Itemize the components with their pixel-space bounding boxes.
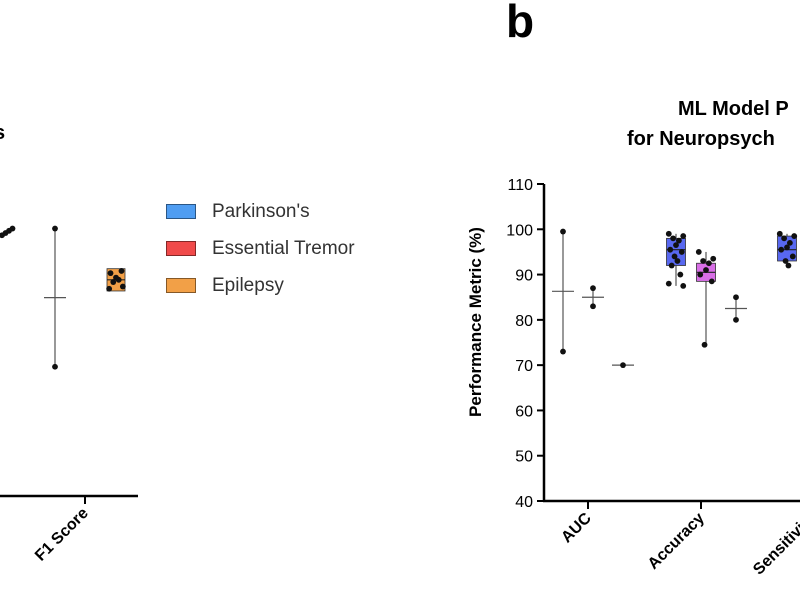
series-auc-2-point <box>590 303 596 310</box>
series-accuracy-3 <box>725 294 747 323</box>
series-sensitivity-1-point <box>776 230 783 237</box>
panel-a-series-2-point <box>110 279 117 285</box>
panel-a-plot: F1 Score <box>0 225 138 565</box>
panel-a-series-2 <box>106 268 126 292</box>
series-accuracy-1-point <box>668 262 675 269</box>
y-tick-label-70: 70 <box>515 358 533 375</box>
panel-b-letter: b <box>506 0 535 47</box>
panel-a-series-2-point <box>118 268 125 274</box>
panel-a-series-1 <box>44 225 66 370</box>
series-accuracy-1-point <box>680 282 687 289</box>
series-accuracy-2-point <box>710 255 717 262</box>
series-auc-1-point <box>560 228 566 235</box>
y-tick-label-100: 100 <box>506 222 533 239</box>
series-accuracy-1-point <box>673 242 679 249</box>
series-accuracy-3-point <box>733 316 739 323</box>
series-auc-2 <box>582 285 604 310</box>
legend-label-epilepsy: Epilepsy <box>212 274 284 296</box>
series-accuracy-1-point <box>671 253 678 260</box>
panel-b-plot: 40 50 60 70 80 90 100 110 AUC Accuracy Sensitivity <box>506 177 800 578</box>
series-accuracy-1-point <box>680 233 687 239</box>
legend-label-parkinsons: Parkinson's <box>212 200 310 222</box>
panel-a-series-1-point <box>52 363 58 370</box>
series-sensitivity-1-point <box>778 246 785 253</box>
series-accuracy-2-point <box>697 271 704 278</box>
series-accuracy-1-point <box>677 271 684 278</box>
x-tick-label-sensitivity: Sensitivity <box>750 510 800 579</box>
panel-a-partial-point <box>9 225 16 232</box>
series-accuracy-1-point <box>670 235 677 242</box>
y-tick-label-40: 40 <box>515 494 533 511</box>
legend-swatch-essential-tremor <box>166 241 196 256</box>
y-tick-label-60: 60 <box>515 403 533 420</box>
series-accuracy-3-point <box>733 294 739 301</box>
panel-b-title-line-2: for Neuropsych <box>627 128 775 150</box>
legend-item-epilepsy: Epilepsy <box>166 267 355 304</box>
x-tick-label-auc: AUC <box>558 509 595 546</box>
series-accuracy-2-point <box>703 267 709 273</box>
series-accuracy-1-point <box>665 230 672 237</box>
legend-swatch-epilepsy <box>166 278 196 293</box>
series-sensitivity-1-point <box>789 253 796 260</box>
panel-a-title-fragment: s <box>0 122 5 145</box>
series-sensitivity-1-point <box>785 262 792 269</box>
series-auc-1 <box>552 228 574 355</box>
y-tick-label-50: 50 <box>515 449 533 466</box>
y-tick-label-90: 90 <box>515 268 533 285</box>
series-sensitivity-1-point <box>786 239 793 246</box>
legend-swatch-parkinsons <box>166 204 196 219</box>
x-tick-label-accuracy: Accuracy <box>645 510 708 573</box>
series-accuracy-2-point <box>708 278 715 285</box>
series-auc-1-point <box>560 348 566 355</box>
legend: Parkinson's Essential Tremor Epilepsy <box>166 193 355 304</box>
series-accuracy-1-point <box>678 249 685 255</box>
series-accuracy-2-point <box>705 260 712 267</box>
series-auc-2-point <box>590 285 596 292</box>
panel-a-x-tick-label-f1-score: F1 Score <box>32 505 92 565</box>
series-sensitivity-1-point <box>782 258 789 264</box>
series-sensitivity-1-point <box>784 244 790 251</box>
panel-a-series-2-point <box>106 285 113 292</box>
y-tick-label-80: 80 <box>515 313 533 330</box>
series-sensitivity-1-point <box>781 235 788 242</box>
panel-b-y-axis-label: Performance Metric (%) <box>466 227 485 417</box>
series-accuracy-2-point <box>701 341 708 348</box>
panel-a-series-2-point <box>119 283 126 290</box>
series-accuracy-1-point <box>667 246 674 253</box>
panel-b-title-line-1: ML Model P <box>678 98 789 120</box>
panel-a-series-2-point <box>113 274 119 281</box>
series-accuracy-2 <box>695 249 717 348</box>
series-accuracy-1-point <box>665 280 672 287</box>
series-sensitivity-1 <box>776 230 798 269</box>
series-accuracy-1 <box>665 230 687 289</box>
series-accuracy-2-point <box>700 258 707 264</box>
series-accuracy-1-point <box>674 258 681 264</box>
panel-a-series-2-point <box>107 270 114 277</box>
series-auc-3 <box>612 362 634 369</box>
series-accuracy-1-point <box>675 237 682 244</box>
series-sensitivity-1-point <box>791 233 798 239</box>
panel-a-series-1-point <box>52 225 58 232</box>
series-auc-3-point <box>620 362 626 369</box>
series-accuracy-2-point <box>695 249 702 255</box>
legend-label-essential-tremor: Essential Tremor <box>212 237 355 259</box>
legend-item-essential-tremor: Essential Tremor <box>166 230 355 267</box>
y-tick-label-110: 110 <box>507 177 533 194</box>
legend-item-parkinsons: Parkinson's <box>166 193 355 230</box>
